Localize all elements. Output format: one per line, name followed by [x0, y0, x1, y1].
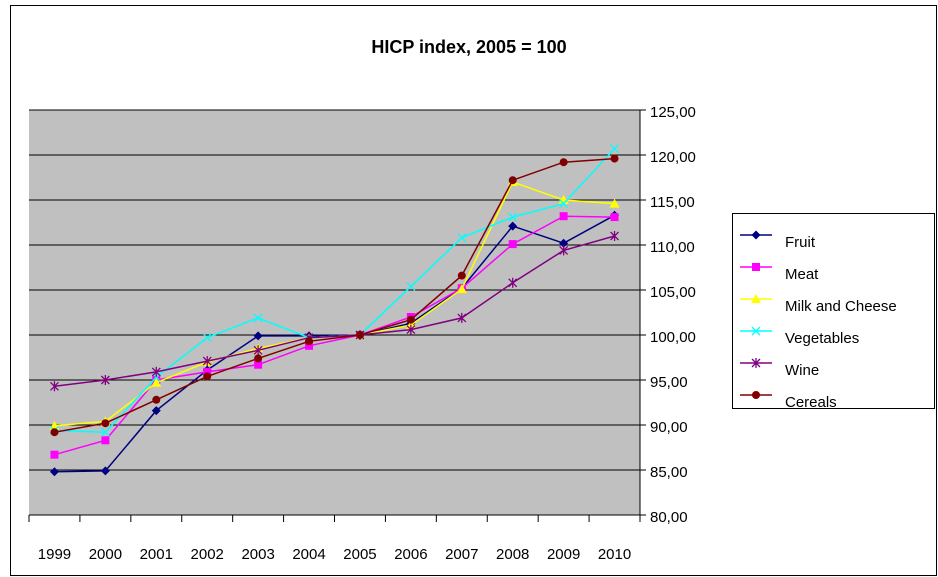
legend-label: Cereals	[785, 394, 837, 411]
data-point	[152, 395, 161, 404]
x-tick-label: 2010	[598, 546, 631, 563]
data-point	[508, 221, 518, 231]
y-tick-label: 100,00	[650, 329, 696, 346]
y-tick-label: 95,00	[650, 374, 688, 391]
data-point	[50, 428, 59, 437]
x-tick-label: 2007	[445, 546, 478, 563]
x-tick-label: 2005	[343, 546, 376, 563]
data-point	[559, 238, 569, 248]
y-tick-label: 85,00	[650, 464, 688, 481]
x-tick-label: 2000	[89, 546, 122, 563]
data-point	[355, 331, 364, 339]
y-tick-label: 90,00	[650, 419, 688, 436]
data-point	[305, 341, 314, 350]
data-point	[610, 154, 619, 163]
data-point	[457, 233, 467, 243]
data-point	[457, 312, 467, 323]
y-tick-label: 80,00	[650, 509, 688, 526]
x-tick-label: 2009	[547, 546, 580, 563]
x-tick-label: 2002	[191, 546, 224, 563]
x-tick-label: 2003	[241, 546, 274, 563]
data-point	[151, 366, 161, 377]
legend-marker	[752, 391, 760, 399]
data-point	[49, 467, 59, 477]
data-point	[101, 419, 110, 428]
data-point	[609, 198, 620, 208]
x-tick-label: 2008	[496, 546, 529, 563]
legend-label: Milk and Cheese	[785, 298, 897, 315]
legend-label: Wine	[785, 362, 819, 379]
data-point	[253, 345, 263, 356]
data-point	[610, 213, 619, 222]
chart-title: HICP index, 2005 = 100	[371, 37, 566, 57]
legend-marker	[751, 358, 761, 368]
data-point	[151, 377, 162, 387]
data-point	[203, 367, 212, 376]
x-tick-label: 1999	[38, 546, 71, 563]
y-tick-label: 115,00	[650, 194, 695, 211]
data-point	[456, 284, 467, 294]
data-point	[406, 315, 415, 324]
data-point	[202, 333, 212, 343]
data-point	[559, 199, 569, 209]
legend-marker	[751, 326, 761, 336]
legend-box	[732, 213, 935, 409]
data-point	[100, 375, 110, 385]
series-line	[54, 157, 615, 433]
data-point	[203, 372, 212, 381]
data-point	[305, 337, 314, 346]
data-point	[406, 324, 416, 335]
data-point	[508, 212, 518, 222]
x-tick-label: 2001	[140, 546, 173, 563]
data-point	[559, 212, 568, 221]
legend-label: Meat	[785, 266, 819, 283]
data-point	[100, 427, 110, 437]
data-point	[100, 466, 110, 476]
y-tick-label: 105,00	[650, 284, 696, 301]
data-point	[254, 360, 263, 369]
legend-marker	[751, 230, 761, 240]
legend-marker	[752, 263, 760, 271]
x-tick-label: 2004	[292, 546, 325, 563]
data-point	[610, 231, 620, 241]
data-point	[253, 331, 263, 341]
data-point	[508, 240, 517, 249]
series-line	[54, 214, 615, 473]
data-point	[202, 356, 212, 367]
y-tick-label: 120,00	[650, 149, 696, 166]
legend-label: Vegetables	[785, 330, 859, 347]
y-tick-label: 110,00	[650, 239, 695, 256]
legend-marker	[751, 294, 761, 303]
data-point	[50, 450, 59, 459]
y-tick-label: 125,00	[650, 104, 696, 121]
data-point	[610, 144, 620, 154]
legend-label: Fruit	[785, 234, 816, 251]
data-point	[457, 271, 466, 280]
series-line	[54, 235, 615, 388]
data-point	[151, 406, 161, 416]
data-point	[559, 158, 568, 167]
x-tick-label: 2006	[394, 546, 427, 563]
plot-area	[29, 110, 640, 515]
data-point	[253, 313, 263, 323]
data-point	[406, 281, 416, 291]
data-point	[254, 354, 263, 363]
data-point	[559, 245, 569, 256]
data-point	[508, 176, 517, 185]
data-point	[101, 436, 110, 445]
data-point	[508, 277, 518, 288]
data-point	[49, 381, 59, 392]
